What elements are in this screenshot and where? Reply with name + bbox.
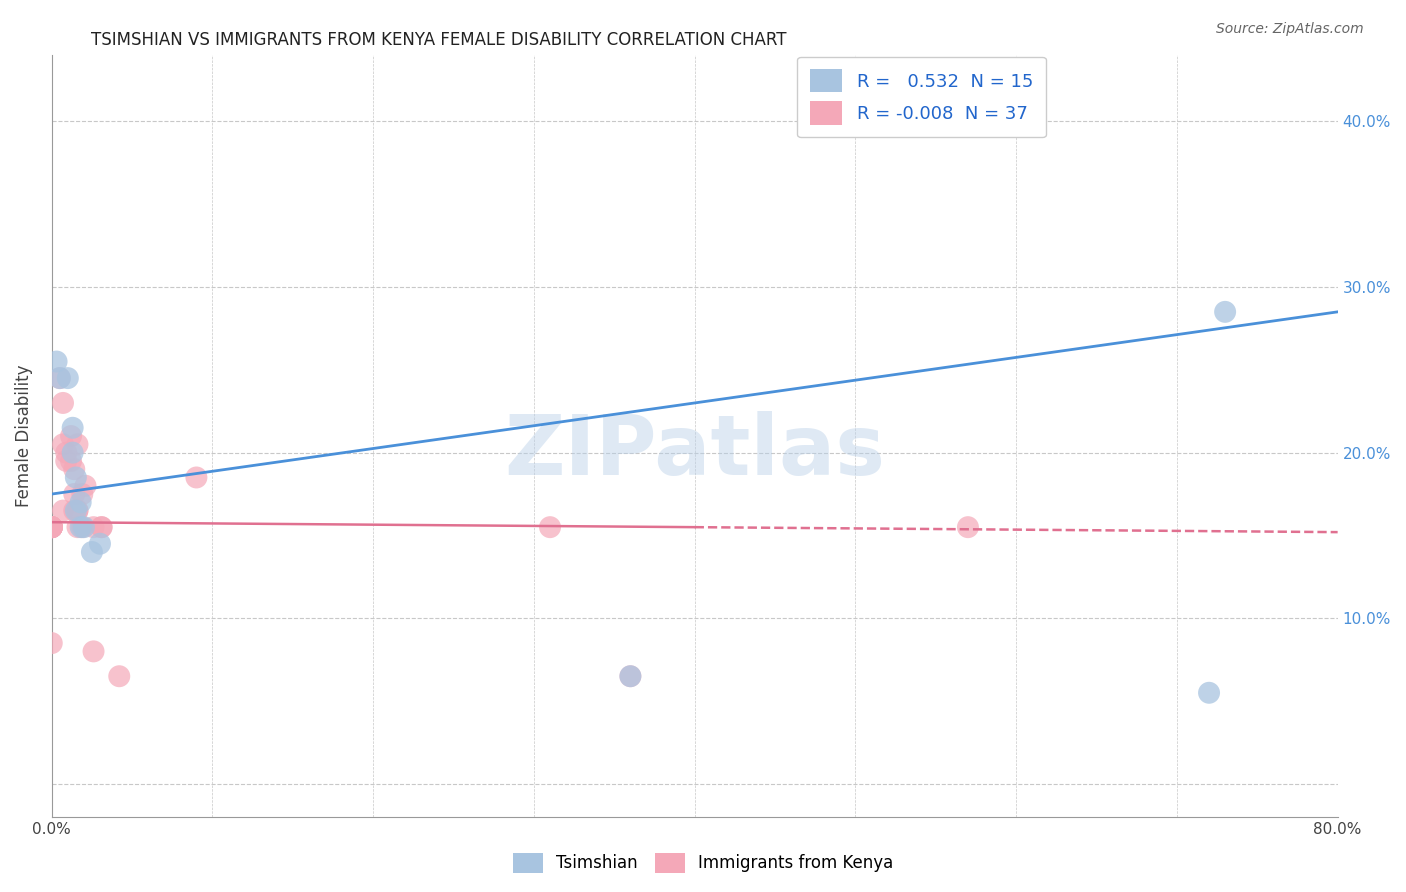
Point xyxy=(52,437,75,451)
Point xyxy=(66,503,89,517)
Point xyxy=(538,520,561,534)
Point xyxy=(108,669,131,683)
Point xyxy=(56,371,79,385)
Point xyxy=(65,503,87,517)
Point xyxy=(41,520,63,534)
Point xyxy=(1198,686,1220,700)
Point xyxy=(41,636,63,650)
Point xyxy=(75,479,97,493)
Point xyxy=(41,520,63,534)
Point xyxy=(956,520,979,534)
Text: Source: ZipAtlas.com: Source: ZipAtlas.com xyxy=(1216,22,1364,37)
Point xyxy=(63,487,86,501)
Point xyxy=(66,437,89,451)
Point xyxy=(63,503,86,517)
Point xyxy=(69,520,91,534)
Point xyxy=(41,520,63,534)
Point xyxy=(83,644,105,658)
Point xyxy=(619,669,641,683)
Point xyxy=(66,520,89,534)
Point xyxy=(66,503,89,517)
Point xyxy=(80,545,103,559)
Point xyxy=(72,520,94,534)
Point xyxy=(63,462,86,476)
Point xyxy=(90,520,112,534)
Point xyxy=(41,520,63,534)
Point xyxy=(72,487,94,501)
Point xyxy=(55,454,77,468)
Point xyxy=(89,537,111,551)
Text: TSIMSHIAN VS IMMIGRANTS FROM KENYA FEMALE DISABILITY CORRELATION CHART: TSIMSHIAN VS IMMIGRANTS FROM KENYA FEMAL… xyxy=(91,31,787,49)
Y-axis label: Female Disability: Female Disability xyxy=(15,365,32,508)
Point xyxy=(90,520,112,534)
Point xyxy=(49,371,72,385)
Point xyxy=(62,421,84,435)
Point xyxy=(65,470,87,484)
Point xyxy=(41,520,63,534)
Point xyxy=(41,520,63,534)
Point xyxy=(73,520,96,534)
Point xyxy=(41,520,63,534)
Point xyxy=(52,503,75,517)
Point xyxy=(619,669,641,683)
Point xyxy=(1213,305,1236,319)
Point xyxy=(52,396,75,410)
Point xyxy=(83,520,105,534)
Legend: R =   0.532  N = 15, R = -0.008  N = 37: R = 0.532 N = 15, R = -0.008 N = 37 xyxy=(797,56,1046,137)
Point xyxy=(45,354,67,368)
Point xyxy=(60,454,83,468)
Point xyxy=(60,429,83,443)
Legend: Tsimshian, Immigrants from Kenya: Tsimshian, Immigrants from Kenya xyxy=(506,847,900,880)
Point xyxy=(69,495,91,509)
Point xyxy=(49,371,72,385)
Point xyxy=(41,520,63,534)
Text: ZIPatlas: ZIPatlas xyxy=(505,411,886,491)
Point xyxy=(55,445,77,459)
Point xyxy=(186,470,208,484)
Point xyxy=(62,445,84,459)
Point xyxy=(41,520,63,534)
